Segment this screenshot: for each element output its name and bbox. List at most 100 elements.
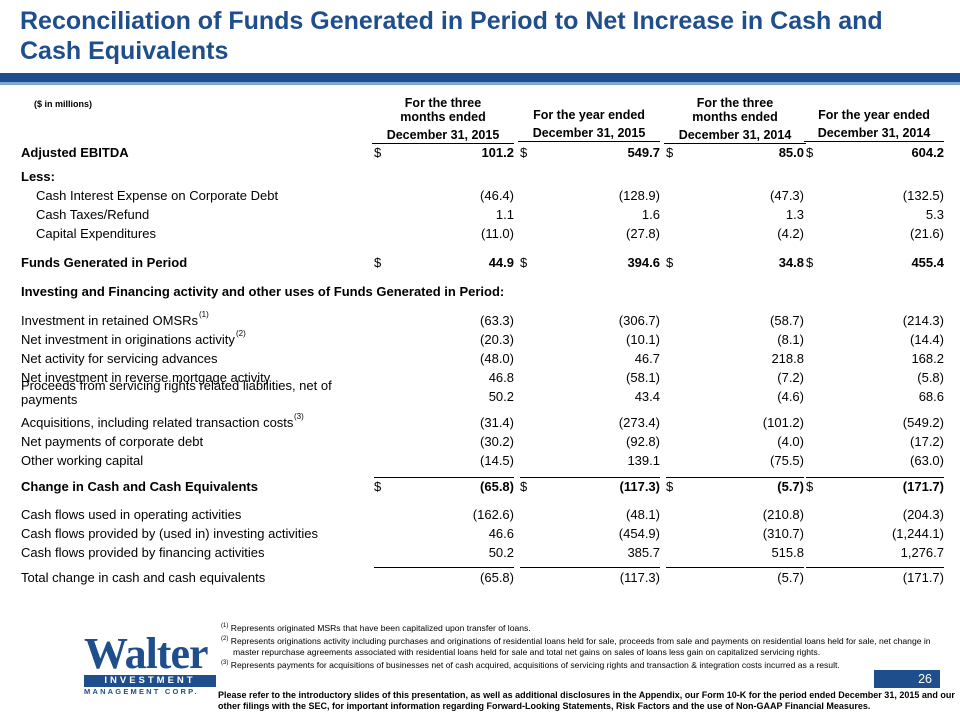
cell-value: (92.8)	[626, 434, 660, 449]
table-row: Cash Interest Expense on Corporate Debt (…	[0, 187, 960, 205]
subtotal-rule	[374, 477, 514, 478]
cell-value: (117.3)	[619, 570, 660, 585]
table-row: Change in Cash and Cash Equivalents $ (65.…	[0, 478, 960, 496]
total-rule	[666, 567, 804, 568]
row-label: Net payments of corporate debt	[21, 434, 204, 449]
table-row: Other working capital (14.5) 139.1 (75.5) (6…	[0, 452, 960, 470]
column-period: For the year ended	[818, 108, 930, 122]
table-row: Net investment in originations activity(…	[0, 329, 960, 349]
cell-value: 68.6	[918, 389, 944, 404]
dollar-sign: $	[374, 255, 382, 270]
cell-value: 1,276.7	[900, 545, 944, 560]
cell-value: (5.8)	[917, 370, 944, 385]
cell-value: (7.2)	[777, 370, 804, 385]
table-row: Funds Generated in Period $44.9 $394.6 $34.…	[0, 254, 960, 272]
table-row: Cash Taxes/Refund 1.1 1.6 1.3 5.3	[0, 206, 960, 224]
total-rule	[806, 567, 944, 568]
column-period: For the year ended	[533, 108, 645, 122]
cell-value: (204.3)	[902, 507, 944, 522]
cell-value: 139.1	[627, 453, 660, 468]
header-band-accent	[0, 82, 960, 85]
cell-value: (273.4)	[618, 415, 660, 430]
cell-value: (214.3)	[902, 313, 944, 328]
subtotal-rule	[666, 477, 804, 478]
cell-value: (4.6)	[777, 389, 804, 404]
cell-value: (63.0)	[910, 453, 944, 468]
cell-value: (210.8)	[762, 507, 804, 522]
row-label: Cash flows used in operating activities	[21, 507, 242, 522]
column-date: December 31, 2014	[804, 126, 944, 142]
cell-value: 34.8	[778, 255, 804, 270]
column-header-q4-2015: For the three months ended December 31, …	[372, 96, 514, 144]
row-label: Less:	[21, 169, 55, 184]
row-label: Acquisitions, including related transact…	[21, 415, 294, 430]
logo-wordmark: Walter	[84, 629, 209, 678]
subtotal-rule	[520, 477, 660, 478]
cell-value: 5.3	[925, 207, 944, 222]
footnote-2: (2) Represents originations activity inc…	[221, 634, 956, 658]
table-row: Net activity for servicing advances (48.0…	[0, 350, 960, 368]
cell-value: (117.3)	[619, 479, 660, 494]
cell-value: 394.6	[627, 255, 660, 270]
dollar-sign: $	[520, 479, 528, 494]
cell-value: 85.0	[778, 145, 804, 160]
row-label: Investing and Financing activity and oth…	[21, 284, 505, 299]
column-header-fy-2014: For the year ended December 31, 2014	[804, 96, 944, 142]
column-date: December 31, 2015	[518, 126, 660, 142]
cell-value: (31.4)	[480, 415, 514, 430]
walter-logo: Walter INVESTMENT MANAGEMENT CORP.	[84, 629, 216, 696]
table-row: Net investment in reverse mortgage activ…	[0, 369, 960, 387]
cell-value: 604.2	[911, 145, 944, 160]
row-label: Capital Expenditures	[36, 226, 156, 241]
cell-value: (27.8)	[626, 226, 660, 241]
footnote-text: Represents originated MSRs that have bee…	[230, 622, 531, 633]
cell-value: (75.5)	[770, 453, 804, 468]
table-row: Total change in cash and cash equivalent…	[0, 569, 960, 587]
cell-value: (310.7)	[762, 526, 804, 541]
cell-value: (11.0)	[481, 226, 514, 241]
cell-value: (4.0)	[777, 434, 804, 449]
column-date: December 31, 2015	[372, 128, 514, 144]
cell-value: (48.1)	[626, 507, 660, 522]
cell-value: (4.2)	[777, 226, 804, 241]
table-row: Capital Expenditures (11.0) (27.8) (4.2) (21…	[0, 225, 960, 243]
dollar-sign: $	[666, 145, 674, 160]
row-label: Investment in retained OMSRs	[21, 313, 199, 328]
cell-value: (162.6)	[472, 507, 514, 522]
footnote-1: (1) Represents originated MSRs that have…	[221, 621, 956, 634]
cell-value: (58.1)	[626, 370, 660, 385]
subtotal-rule	[806, 477, 944, 478]
cell-value: 1.1	[495, 207, 514, 222]
footnote-text: Represents payments for acquisitions of …	[230, 659, 840, 670]
footnote-mark: (1)	[221, 623, 229, 629]
cell-value: (1,244.1)	[891, 526, 944, 541]
header-band	[0, 73, 960, 82]
table-row: Investing and Financing activity and oth…	[0, 283, 960, 301]
cell-value: (30.2)	[480, 434, 514, 449]
row-label: Net investment in originations activity	[21, 332, 235, 347]
row-label-continued: payments	[21, 392, 78, 407]
cell-value: (454.9)	[618, 526, 660, 541]
cell-value: (48.0)	[480, 351, 514, 366]
table-row: Cash flows used in operating activities (…	[0, 506, 960, 524]
row-label: Cash Interest Expense on Corporate Debt	[36, 188, 279, 203]
cell-value: (14.4)	[910, 332, 944, 347]
dollar-sign: $	[374, 145, 382, 160]
row-label: Net activity for servicing advances	[21, 351, 218, 366]
logo-band: INVESTMENT	[84, 675, 216, 687]
cell-value: (65.8)	[480, 570, 514, 585]
cell-value: 43.4	[634, 389, 660, 404]
row-footnote-ref: (2)	[236, 329, 246, 338]
total-rule	[520, 567, 660, 568]
row-label: Cash flows provided by (used in) investi…	[21, 526, 318, 541]
cell-value: 44.9	[488, 255, 514, 270]
row-label: Net investment in reverse mortgage activ…	[21, 370, 271, 385]
table-row: Adjusted EBITDA $101.2 $549.7 $85.0 $604.2	[0, 144, 960, 162]
disclaimer-footer: Please refer to the introductory slides …	[218, 690, 955, 711]
column-period: For the three months ended	[400, 96, 486, 124]
cell-value: (5.7)	[777, 479, 804, 494]
row-footnote-ref: (3)	[294, 412, 304, 421]
cell-value: 50.2	[488, 389, 514, 404]
cell-value: (306.7)	[618, 313, 660, 328]
page-number: 26	[874, 670, 940, 688]
